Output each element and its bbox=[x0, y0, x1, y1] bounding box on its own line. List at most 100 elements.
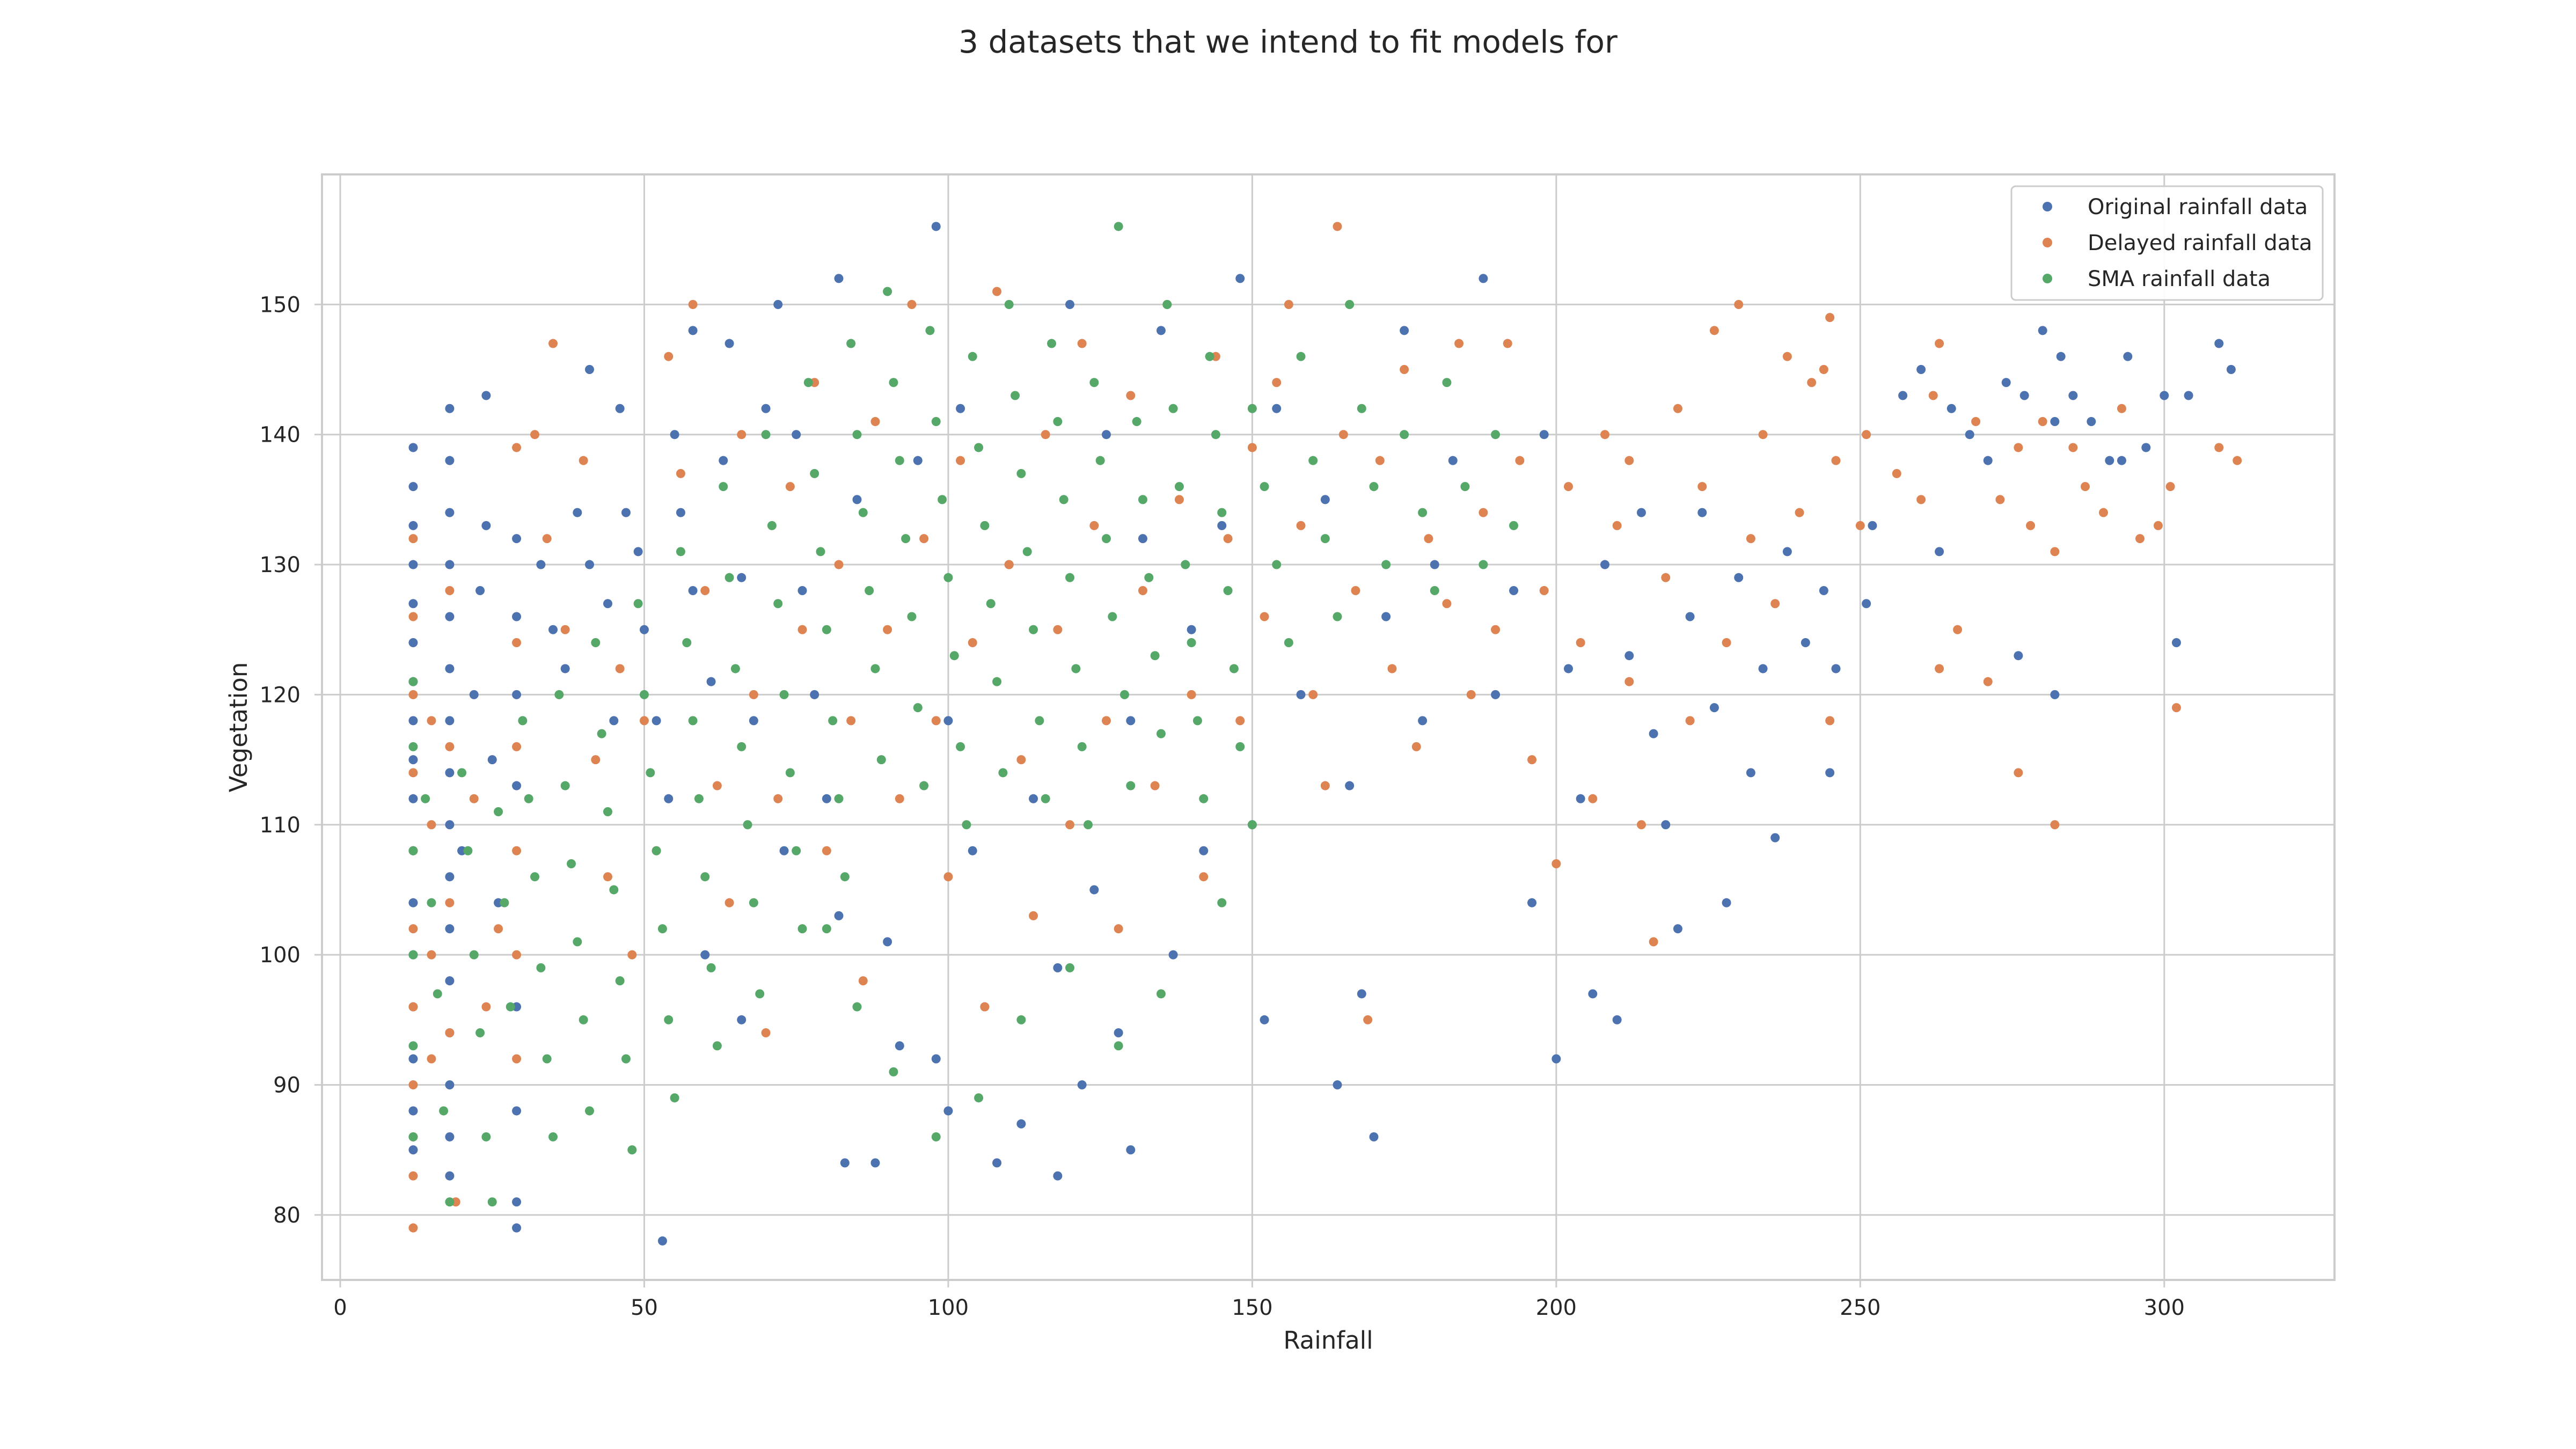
data-point bbox=[609, 716, 619, 726]
data-point bbox=[560, 664, 570, 674]
data-point bbox=[1345, 781, 1355, 791]
data-point bbox=[1272, 560, 1282, 569]
data-point bbox=[487, 755, 497, 765]
data-point bbox=[1564, 482, 1574, 492]
data-point bbox=[445, 820, 455, 830]
data-point bbox=[1016, 1015, 1026, 1024]
data-point bbox=[1479, 274, 1488, 283]
data-point bbox=[810, 690, 819, 699]
data-point bbox=[730, 664, 740, 674]
data-point bbox=[1819, 586, 1828, 596]
data-point bbox=[408, 482, 418, 492]
data-point bbox=[445, 612, 455, 621]
data-point bbox=[1758, 430, 1768, 440]
data-point bbox=[494, 924, 503, 934]
data-point bbox=[943, 872, 953, 882]
data-point bbox=[700, 872, 710, 882]
data-point bbox=[1576, 794, 1585, 803]
legend-label: Original rainfall data bbox=[2088, 195, 2308, 219]
data-point bbox=[1065, 963, 1075, 972]
data-point bbox=[1935, 664, 1944, 674]
data-point bbox=[427, 1054, 436, 1064]
data-point bbox=[1296, 521, 1306, 530]
data-point bbox=[1138, 495, 1147, 504]
data-point bbox=[1636, 508, 1646, 517]
data-point bbox=[785, 482, 795, 492]
y-tick-label: 100 bbox=[260, 943, 301, 968]
data-point bbox=[445, 898, 455, 908]
data-point bbox=[1685, 612, 1695, 621]
data-point bbox=[2050, 820, 2060, 830]
data-point bbox=[2050, 547, 2060, 557]
y-axis-label: Vegetation bbox=[224, 662, 253, 793]
data-point bbox=[761, 404, 771, 413]
data-point bbox=[1649, 937, 1658, 947]
data-point bbox=[481, 1132, 491, 1141]
data-point bbox=[767, 521, 777, 530]
data-point bbox=[427, 716, 436, 726]
data-point bbox=[1223, 586, 1233, 596]
data-point bbox=[719, 482, 728, 492]
data-point bbox=[938, 495, 947, 504]
data-point bbox=[980, 521, 990, 530]
data-point bbox=[652, 716, 661, 726]
data-point bbox=[822, 846, 831, 855]
data-point bbox=[1965, 430, 1974, 440]
data-point bbox=[852, 430, 862, 440]
data-point bbox=[2117, 404, 2126, 413]
data-point bbox=[512, 612, 522, 621]
data-point bbox=[943, 716, 953, 726]
data-point bbox=[408, 690, 418, 699]
data-point bbox=[603, 599, 612, 609]
data-point bbox=[1983, 456, 1993, 465]
data-point bbox=[2117, 456, 2126, 465]
data-point bbox=[1357, 989, 1366, 999]
data-point bbox=[2141, 443, 2151, 452]
data-point bbox=[931, 222, 941, 231]
data-point bbox=[1260, 612, 1269, 621]
y-tick-label: 120 bbox=[260, 683, 301, 707]
data-point bbox=[2014, 651, 2023, 661]
data-point bbox=[870, 416, 880, 426]
data-point bbox=[1491, 625, 1501, 634]
data-point bbox=[1016, 755, 1026, 765]
data-point bbox=[408, 742, 418, 751]
data-point bbox=[469, 690, 479, 699]
data-point bbox=[536, 560, 546, 569]
data-point bbox=[445, 560, 455, 569]
data-point bbox=[445, 872, 455, 882]
data-point bbox=[1065, 299, 1075, 309]
data-point bbox=[1928, 391, 1938, 400]
data-point bbox=[724, 898, 734, 908]
data-point bbox=[1539, 586, 1549, 596]
data-point bbox=[1150, 781, 1160, 791]
data-point bbox=[1150, 651, 1160, 661]
data-point bbox=[974, 443, 984, 452]
data-point bbox=[615, 976, 625, 986]
data-point bbox=[737, 430, 747, 440]
data-point bbox=[518, 716, 528, 726]
y-tick-label: 110 bbox=[260, 813, 301, 838]
data-point bbox=[797, 625, 807, 634]
data-point bbox=[956, 404, 965, 413]
data-point bbox=[773, 299, 783, 309]
data-point bbox=[840, 1158, 850, 1168]
data-point bbox=[706, 677, 716, 686]
data-point bbox=[591, 638, 601, 647]
data-point bbox=[1308, 690, 1318, 699]
data-point bbox=[512, 638, 522, 647]
data-point bbox=[724, 339, 734, 348]
data-point bbox=[1460, 482, 1470, 492]
data-point bbox=[1320, 534, 1330, 544]
data-point bbox=[822, 794, 831, 803]
data-point bbox=[512, 781, 522, 791]
data-point bbox=[1187, 625, 1196, 634]
data-point bbox=[682, 638, 692, 647]
data-point bbox=[2019, 391, 2029, 400]
data-point bbox=[408, 1041, 418, 1051]
data-point bbox=[876, 755, 886, 765]
data-point bbox=[773, 794, 783, 803]
data-point bbox=[834, 794, 844, 803]
data-point bbox=[1071, 664, 1081, 674]
data-point bbox=[1284, 638, 1293, 647]
